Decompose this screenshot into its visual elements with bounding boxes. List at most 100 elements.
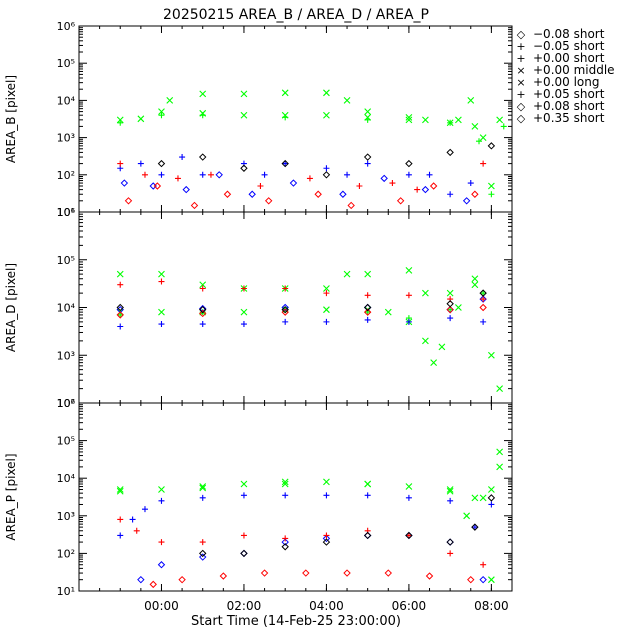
data-point bbox=[323, 306, 330, 314]
data-point bbox=[480, 160, 487, 167]
data-point bbox=[364, 492, 371, 499]
y-tick-label: 10² bbox=[57, 169, 75, 182]
data-point bbox=[158, 308, 165, 316]
series--0-00-middle bbox=[166, 89, 462, 124]
data-point bbox=[281, 480, 289, 488]
legend-label: +0.08 short bbox=[533, 99, 605, 113]
data-point bbox=[380, 174, 388, 183]
data-point bbox=[405, 171, 412, 178]
data-point bbox=[199, 304, 207, 313]
series--0-35-short bbox=[157, 142, 496, 179]
data-point bbox=[240, 111, 248, 119]
data-point bbox=[158, 270, 165, 278]
data-point bbox=[384, 569, 392, 577]
data-point bbox=[487, 182, 495, 190]
legend-marker: ◇ bbox=[517, 28, 526, 41]
series--0-00-long bbox=[116, 97, 504, 190]
data-point bbox=[343, 569, 351, 577]
data-point bbox=[446, 300, 454, 308]
data-point bbox=[260, 569, 269, 577]
data-point bbox=[488, 191, 495, 198]
y-tick-label: 10¹ bbox=[57, 206, 75, 219]
data-point bbox=[364, 292, 371, 299]
data-point bbox=[480, 290, 487, 297]
legend-label: −0.05 short bbox=[533, 39, 605, 53]
data-point bbox=[322, 534, 331, 543]
data-point bbox=[471, 190, 479, 198]
data-point bbox=[199, 153, 207, 161]
data-point bbox=[364, 160, 371, 167]
series--0-35-short bbox=[199, 494, 496, 558]
data-point bbox=[479, 289, 487, 297]
data-point bbox=[405, 292, 412, 299]
data-point bbox=[364, 116, 371, 123]
data-point bbox=[158, 486, 165, 493]
data-point bbox=[384, 308, 392, 316]
data-point bbox=[116, 486, 124, 493]
data-point bbox=[405, 159, 413, 168]
data-point bbox=[447, 315, 454, 322]
data-point bbox=[487, 494, 496, 502]
data-point bbox=[496, 448, 504, 456]
data-point bbox=[479, 134, 487, 141]
data-point bbox=[463, 512, 471, 520]
y-tick-label: 10⁶ bbox=[57, 206, 76, 219]
data-point bbox=[117, 281, 124, 288]
legend-marker: ◇ bbox=[517, 112, 526, 125]
data-point bbox=[322, 538, 331, 546]
data-point bbox=[282, 492, 289, 499]
data-point bbox=[396, 197, 405, 205]
data-point bbox=[117, 323, 124, 330]
data-point bbox=[480, 296, 487, 303]
data-point bbox=[405, 116, 413, 124]
data-point bbox=[281, 89, 289, 97]
data-point bbox=[117, 532, 124, 539]
legend-entry: + +0.00 short bbox=[516, 51, 604, 65]
y-tick-label: 10² bbox=[57, 547, 75, 560]
series--0-05-short bbox=[117, 516, 487, 568]
legend-label: +0.05 short bbox=[533, 87, 605, 101]
data-point bbox=[199, 281, 207, 289]
data-point bbox=[158, 108, 165, 115]
data-point bbox=[405, 318, 412, 325]
data-point bbox=[487, 351, 495, 359]
y-ticks bbox=[79, 211, 512, 404]
y-tick-label: 10⁵ bbox=[57, 254, 75, 267]
data-point bbox=[467, 97, 475, 104]
data-point bbox=[405, 113, 413, 121]
y-tick-label: 10¹ bbox=[57, 585, 75, 598]
data-point bbox=[117, 119, 124, 126]
data-point bbox=[199, 112, 206, 119]
series--0-00-long bbox=[116, 463, 504, 584]
data-point bbox=[116, 303, 124, 312]
data-point bbox=[323, 165, 330, 172]
data-point bbox=[281, 303, 289, 312]
legend-entry: + +0.05 short bbox=[516, 87, 604, 101]
series--0-05-short bbox=[117, 492, 495, 539]
y-tick-label: 10³ bbox=[57, 510, 75, 523]
data-point bbox=[496, 385, 504, 393]
data-point bbox=[158, 497, 165, 504]
data-point bbox=[447, 497, 454, 504]
data-point bbox=[141, 506, 148, 513]
legend-marker: + bbox=[516, 88, 525, 101]
series--0-00-long bbox=[116, 281, 504, 393]
y-ticks bbox=[79, 25, 512, 213]
series--0-08-short bbox=[124, 182, 479, 210]
y-tick-label: 10⁶ bbox=[57, 397, 76, 410]
data-point bbox=[219, 572, 228, 580]
y-axis-label: AREA_D [pixel] bbox=[4, 263, 18, 352]
data-point bbox=[178, 575, 186, 584]
data-point bbox=[158, 171, 165, 178]
data-point bbox=[363, 153, 372, 161]
y-axis-label: AREA_P [pixel] bbox=[4, 453, 18, 540]
x-axis-label: Start Time (14-Feb-25 23:00:00) bbox=[191, 614, 401, 629]
data-point bbox=[158, 278, 165, 285]
data-point bbox=[314, 190, 322, 198]
data-point bbox=[322, 171, 331, 179]
data-point bbox=[405, 266, 413, 274]
data-point bbox=[116, 270, 124, 278]
data-point bbox=[264, 197, 273, 205]
data-point bbox=[446, 289, 454, 297]
